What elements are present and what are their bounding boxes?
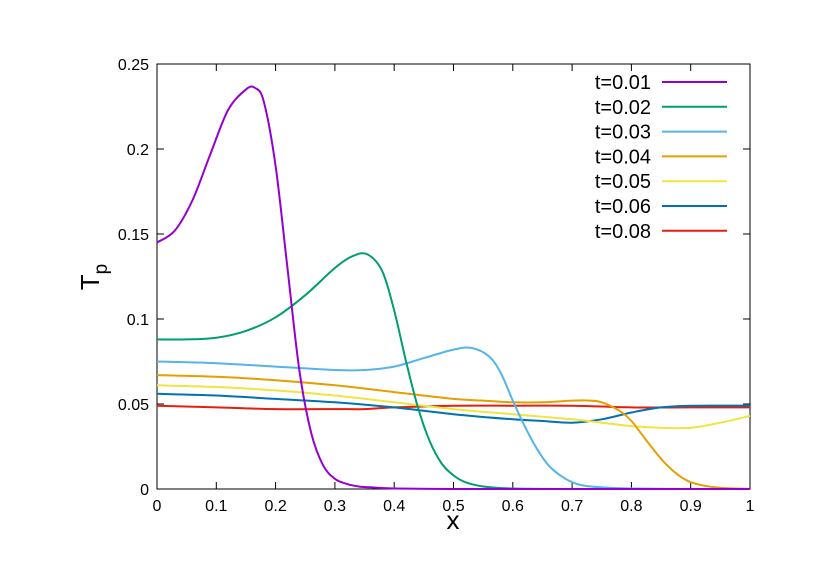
series-line-4 xyxy=(156,374,751,490)
legend-label-5: t=0.05 xyxy=(595,171,651,193)
y-axis-title-sub: p xyxy=(91,264,112,275)
x-tick-label: 0 xyxy=(153,498,162,515)
legend-label-4: t=0.04 xyxy=(595,146,651,168)
legend-label-3: t=0.03 xyxy=(595,122,651,144)
y-tick-label: 0.25 xyxy=(118,57,149,74)
x-tick-label: 0.2 xyxy=(264,498,286,515)
x-tick-label: 0.3 xyxy=(324,498,346,515)
x-axis-title: x xyxy=(447,505,460,535)
legend-label-1: t=0.01 xyxy=(595,72,651,94)
x-tick-label: 0.6 xyxy=(502,498,524,515)
x-tick-label: 0.7 xyxy=(561,498,583,515)
legend: t=0.01 t=0.02 t=0.03t=0.04 t=0.05 t=0.06 t=0.… xyxy=(595,72,727,243)
y-axis-title-main: T xyxy=(75,274,105,290)
x-tick-label: 0.8 xyxy=(620,498,642,515)
ticks-layer: 0 0.1 0.2 0.3 0.4 0.5 0.6 0.7 0.8 0.9 1 0 0.05 0.1 0.1… xyxy=(118,57,755,515)
legend-label-7: t=0.08 xyxy=(595,221,651,243)
series-layer xyxy=(156,85,751,491)
x-tick-label: 0.4 xyxy=(383,498,405,515)
y-axis-title: Tp xyxy=(75,264,112,290)
legend-label-6: t=0.06 xyxy=(595,196,651,218)
x-tick-label: 1 xyxy=(746,498,755,515)
plot-frame xyxy=(156,63,751,490)
x-tick-label: 0.1 xyxy=(205,498,227,515)
series-line-2 xyxy=(156,252,750,491)
x-tick-label: 0.9 xyxy=(680,498,702,515)
y-tick-label: 0.15 xyxy=(118,227,149,244)
series-line-3 xyxy=(156,346,751,491)
series-line-5 xyxy=(156,384,751,430)
x-tick-label: 0.5 xyxy=(442,498,464,515)
legend-label-2: t=0.02 xyxy=(595,97,651,119)
y-tick-label: 0 xyxy=(140,482,149,499)
y-tick-label: 0.1 xyxy=(127,312,149,329)
series-line-1 xyxy=(156,85,750,491)
y-tick-label: 0.05 xyxy=(118,397,149,414)
series-line-6 xyxy=(156,392,751,424)
y-tick-label: 0.2 xyxy=(127,142,149,159)
